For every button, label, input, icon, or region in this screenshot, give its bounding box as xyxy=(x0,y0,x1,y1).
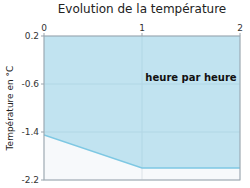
plot-area xyxy=(44,36,240,180)
marks xyxy=(44,36,240,168)
title: Evolution de la température xyxy=(58,2,227,16)
x-tick-label: 2 xyxy=(237,23,243,33)
y-tick-label: 0.2 xyxy=(25,31,39,41)
x-tick xyxy=(142,33,143,36)
y-tick-label: -2.2 xyxy=(21,175,39,185)
x-tick xyxy=(44,33,45,36)
y-tick xyxy=(41,84,44,85)
annotation: heure par heure xyxy=(145,72,236,83)
area-fill xyxy=(44,36,240,168)
x-tick-label: 1 xyxy=(139,23,145,33)
y-tick xyxy=(41,132,44,133)
x-tick-label: 0 xyxy=(41,23,47,33)
y-tick-label: -1.4 xyxy=(21,127,39,137)
area-line xyxy=(44,135,240,168)
x-tick xyxy=(240,33,241,36)
y-tick xyxy=(41,180,44,181)
y-label: Température en °C xyxy=(5,66,15,152)
y-tick-label: -0.6 xyxy=(21,79,39,89)
chart: 0.2 -0.6 -1.4 -2.2 0 1 2 Température en °C Evolu… xyxy=(0,0,250,188)
plot-frame xyxy=(44,36,240,180)
